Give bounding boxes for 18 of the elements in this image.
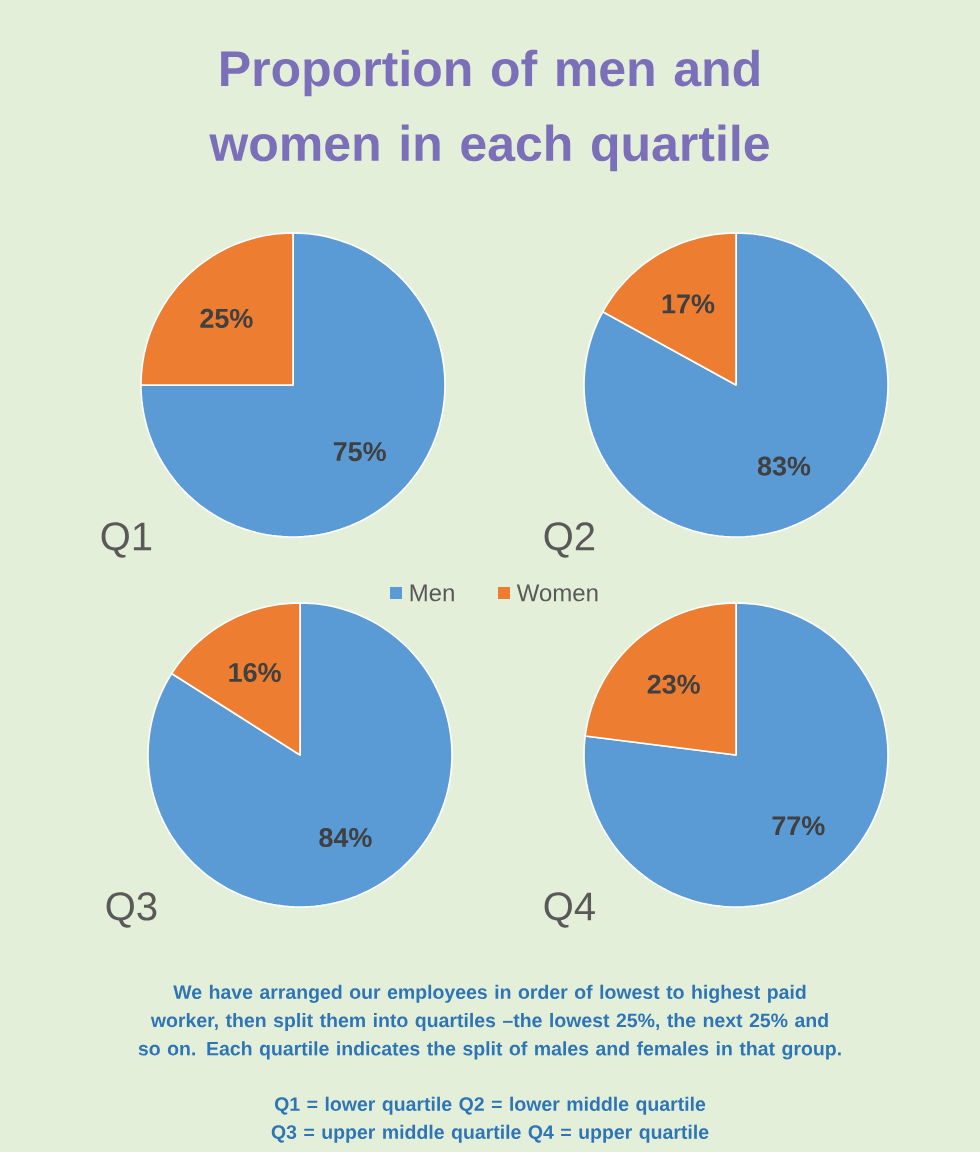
data-label: 17% (662, 294, 715, 314)
data-label: 75% (333, 442, 386, 462)
data-label: 23% (647, 674, 700, 694)
data-label: 84% (319, 828, 372, 848)
text: Q3 (106, 892, 157, 928)
legend-label: Women (516, 584, 598, 602)
text: Proportion of men and women in each quartile (209, 49, 769, 172)
text: Q4 (544, 892, 595, 928)
text: We have arranged our employees in order of lowest to highest paid worker, then split them into quartiles –the lowest 25%, the next 25% and so on. Each quartile indicates the split of males and females in that group. (138, 984, 841, 1060)
legend-label: Men (410, 584, 454, 602)
text: Q1 = lower quartile Q2 = lower middle quartile (274, 1096, 706, 1115)
data-label: 25% (200, 308, 253, 328)
data-label: 16% (229, 662, 281, 682)
data-label: 77% (772, 816, 825, 836)
text: Q1 (101, 522, 152, 558)
text: Q2 (544, 522, 595, 558)
text: Q3 = upper middle quartile Q4 = upper quartile (271, 1124, 709, 1143)
data-label: 83% (757, 456, 811, 476)
